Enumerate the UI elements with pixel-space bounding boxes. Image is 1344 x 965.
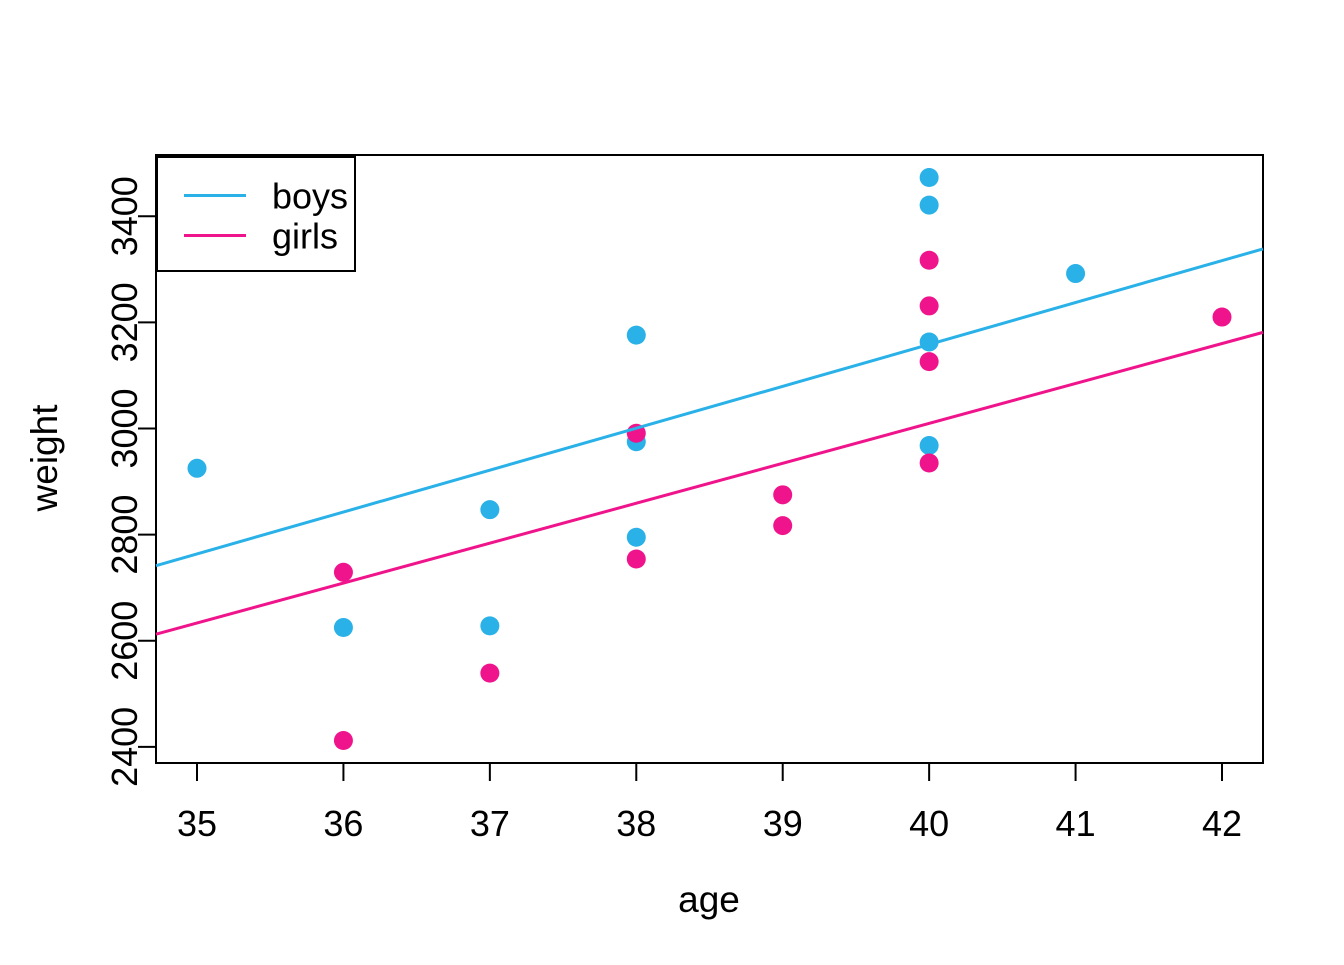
y-axis-title: weight bbox=[24, 404, 65, 513]
data-point-boys bbox=[626, 527, 646, 547]
x-tick-label: 41 bbox=[1056, 803, 1096, 844]
data-point-boys bbox=[480, 616, 500, 636]
x-tick-label: 42 bbox=[1202, 803, 1242, 844]
data-point-boys bbox=[187, 458, 207, 478]
y-tick-label: 3000 bbox=[104, 388, 145, 468]
data-point-boys bbox=[919, 435, 939, 455]
y-tick-label: 3200 bbox=[104, 282, 145, 362]
legend-label-girls: girls bbox=[272, 216, 338, 257]
x-tick-label: 37 bbox=[470, 803, 510, 844]
y-tick-label: 2400 bbox=[104, 707, 145, 787]
data-point-girls bbox=[919, 453, 939, 473]
legend-box bbox=[156, 156, 356, 272]
data-point-boys bbox=[1066, 264, 1086, 284]
regression-line-boys bbox=[155, 247, 1264, 568]
x-tick-label: 40 bbox=[909, 803, 949, 844]
x-tick-label: 38 bbox=[616, 803, 656, 844]
data-point-girls bbox=[333, 562, 353, 582]
data-point-boys bbox=[919, 195, 939, 215]
data-point-girls bbox=[919, 296, 939, 316]
y-tick-label: 2600 bbox=[104, 601, 145, 681]
data-point-girls bbox=[773, 485, 793, 505]
data-point-girls bbox=[626, 549, 646, 569]
data-point-girls bbox=[773, 516, 793, 536]
data-point-boys bbox=[626, 325, 646, 345]
data-point-girls bbox=[919, 352, 939, 372]
y-tick-label: 2800 bbox=[104, 495, 145, 575]
data-point-girls bbox=[1212, 307, 1232, 327]
data-point-girls bbox=[480, 663, 500, 683]
x-tick-label: 35 bbox=[177, 803, 217, 844]
data-point-boys bbox=[919, 167, 939, 187]
x-tick-label: 36 bbox=[323, 803, 363, 844]
data-point-boys bbox=[333, 617, 353, 637]
x-tick-label: 39 bbox=[763, 803, 803, 844]
regression-line-girls bbox=[155, 330, 1264, 636]
legend-label-boys: boys bbox=[272, 176, 348, 217]
data-point-girls bbox=[333, 731, 353, 751]
legend: boys girls bbox=[156, 156, 356, 272]
data-point-boys bbox=[480, 500, 500, 520]
x-axis-title: age bbox=[678, 879, 740, 920]
y-tick-label: 3400 bbox=[104, 176, 145, 256]
data-point-girls bbox=[919, 250, 939, 270]
